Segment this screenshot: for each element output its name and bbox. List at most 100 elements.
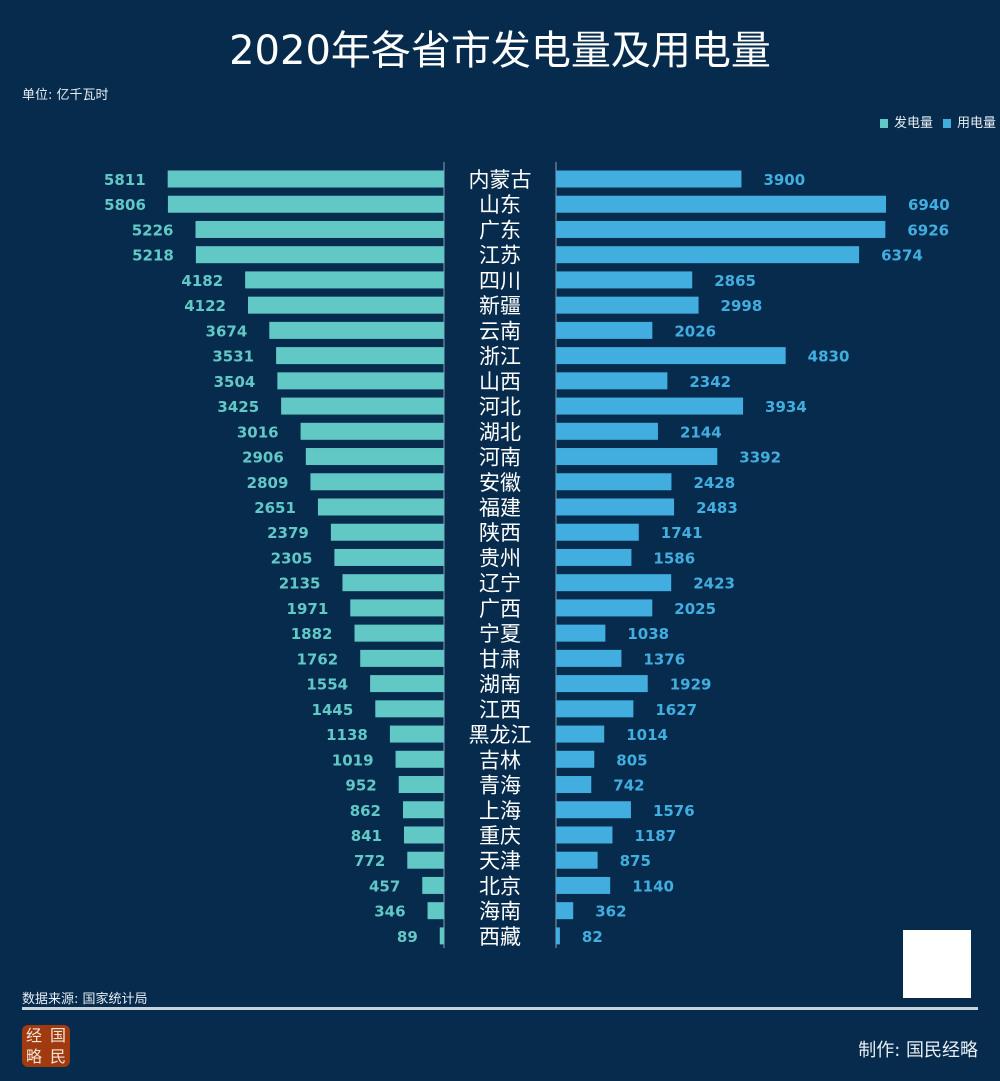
province-label: 海南 [479, 900, 521, 924]
province-label: 四川 [479, 269, 521, 293]
province-label: 陕西 [479, 521, 521, 545]
consumption-bar [556, 321, 653, 339]
consumption-value-label: 6374 [881, 247, 923, 265]
generation-value-label: 5806 [104, 196, 146, 214]
province-label: 新疆 [479, 294, 521, 318]
generation-value-label: 1138 [326, 726, 368, 744]
consumption-bar [556, 700, 634, 718]
generation-bar [403, 801, 444, 819]
consumption-value-label: 3900 [763, 171, 805, 189]
legend-item-consumption: 用电量 [942, 112, 996, 131]
province-label: 河南 [479, 446, 521, 470]
province-label: 浙江 [479, 345, 521, 369]
generation-bar [342, 574, 444, 592]
generation-bar [395, 750, 444, 768]
consumption-bar [556, 422, 658, 440]
generation-bar [276, 347, 444, 365]
generation-bar [370, 675, 444, 693]
consumption-bar [556, 397, 744, 415]
consumption-bar [556, 675, 648, 693]
consumption-bar [556, 220, 886, 238]
generation-value-label: 772 [354, 852, 385, 870]
consumption-bar [556, 372, 668, 390]
province-label: 北京 [479, 874, 521, 898]
consumption-value-label: 1187 [634, 827, 676, 845]
consumption-bar [556, 826, 613, 844]
consumption-value-label: 1038 [627, 625, 669, 643]
generation-value-label: 1762 [296, 650, 338, 668]
footer-divider [22, 1007, 978, 1010]
generation-value-label: 2809 [247, 474, 289, 492]
consumption-bar [556, 599, 653, 617]
province-label: 山西 [479, 370, 521, 394]
generation-bar [195, 220, 444, 238]
generation-bar [375, 700, 444, 718]
consumption-value-label: 2998 [721, 297, 763, 315]
consumption-value-label: 1576 [653, 802, 695, 820]
generation-bar [300, 422, 444, 440]
generation-bar [277, 372, 444, 390]
generation-value-label: 1019 [332, 751, 374, 769]
generation-bar [354, 624, 444, 642]
consumption-bar [556, 271, 693, 289]
province-label: 重庆 [479, 824, 521, 848]
consumption-bar [556, 448, 718, 466]
consumption-value-label: 82 [582, 928, 603, 946]
consumption-bar [556, 649, 622, 667]
province-label: 福建 [479, 496, 521, 520]
generation-value-label: 4182 [181, 272, 223, 290]
generation-value-label: 3674 [206, 322, 248, 340]
consumption-value-label: 1627 [655, 701, 697, 719]
chart-title: 2020年各省市发电量及用电量 [229, 28, 771, 74]
consumption-bar [556, 902, 574, 920]
consumption-value-label: 1014 [626, 726, 668, 744]
generation-value-label: 2379 [267, 524, 309, 542]
consumption-bar [556, 624, 606, 642]
generation-bar [389, 725, 444, 743]
generation-value-label: 89 [397, 928, 418, 946]
generation-bar [247, 296, 444, 314]
consumption-bar [556, 725, 605, 743]
generation-bar [245, 271, 444, 289]
province-label: 河北 [479, 395, 521, 419]
generation-bar [407, 851, 444, 869]
province-label: 江苏 [479, 244, 521, 268]
legend: 发电量 用电量 [879, 112, 996, 131]
generation-bar [398, 776, 444, 794]
province-label: 广东 [479, 218, 521, 242]
generation-bar [330, 523, 444, 541]
data-source: 数据来源: 国家统计局 [22, 992, 148, 1007]
generation-value-label: 346 [374, 903, 405, 921]
province-label: 湖北 [479, 420, 521, 444]
generation-value-label: 862 [350, 802, 381, 820]
legend-swatch-consumption [942, 119, 951, 128]
consumption-value-label: 2025 [674, 600, 716, 618]
generation-bar [427, 902, 444, 920]
consumption-bar [556, 473, 672, 491]
province-label: 青海 [479, 774, 521, 798]
legend-item-generation: 发电量 [879, 112, 933, 131]
generation-value-label: 457 [369, 877, 400, 895]
generation-value-label: 3425 [217, 398, 259, 416]
generation-value-label: 841 [351, 827, 382, 845]
province-label: 宁夏 [479, 622, 521, 646]
province-label: 天津 [479, 849, 521, 873]
consumption-value-label: 3934 [765, 398, 807, 416]
generation-value-label: 3016 [237, 423, 279, 441]
province-label: 上海 [479, 799, 521, 823]
unit-label: 单位: 亿千瓦时 [22, 88, 109, 103]
generation-value-label: 5811 [104, 171, 146, 189]
legend-swatch-generation [879, 119, 888, 128]
generation-value-label: 952 [345, 777, 376, 795]
consumption-bar [556, 574, 672, 592]
province-label: 吉林 [479, 748, 521, 772]
generation-bar [317, 498, 444, 516]
consumption-bar [556, 548, 632, 566]
generation-value-label: 3504 [214, 373, 256, 391]
generation-value-label: 3531 [212, 348, 254, 366]
consumption-bar [556, 170, 742, 188]
brand-logo: 经国略民 [22, 1025, 70, 1067]
province-label: 西藏 [479, 925, 521, 949]
